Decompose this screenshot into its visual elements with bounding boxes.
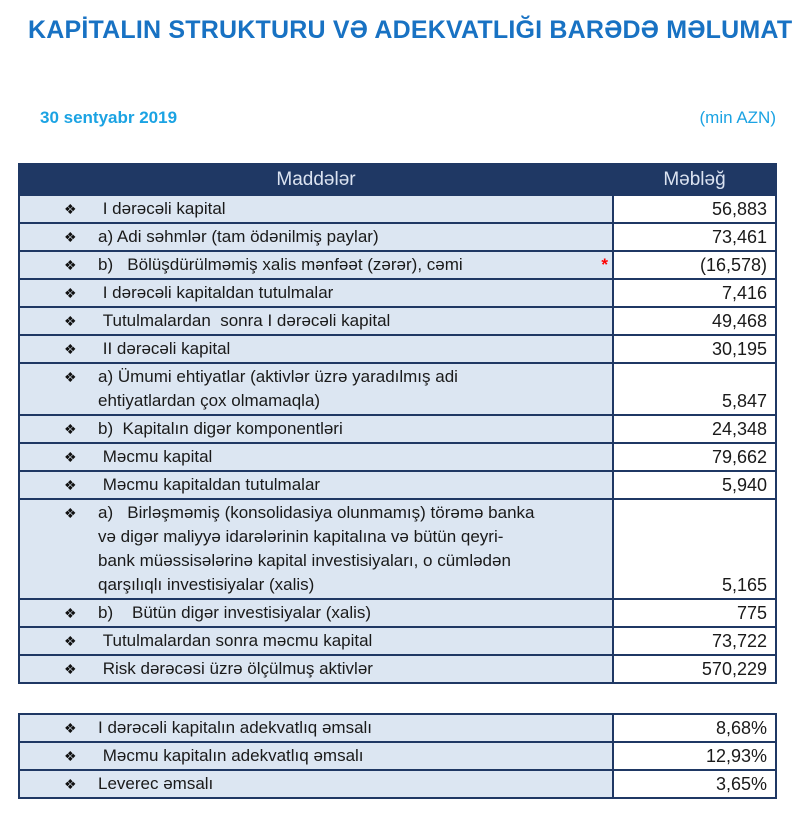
table-row: ❖ b) Kapitalın digər komponentləri 24,34… (18, 414, 777, 444)
column-header-items: Maddələr (18, 163, 614, 196)
row-label: Məcmu kapitaldan tutulmalar (98, 475, 321, 494)
diamond-bullet-icon: ❖ (64, 720, 77, 736)
diamond-bullet-icon: ❖ (64, 449, 77, 465)
diamond-bullet-icon: ❖ (64, 776, 77, 792)
table-row: ❖ Məcmu kapitaldan tutulmalar 5,940 (18, 470, 777, 500)
diamond-bullet-icon: ❖ (64, 421, 77, 437)
row-label: a) Adi səhmlər (tam ödənilmiş paylar) (98, 227, 379, 246)
row-amount: 79,662 (612, 442, 777, 472)
diamond-bullet-icon: ❖ (64, 257, 77, 273)
table-row: ❖ b) Bütün digər investisiyalar (xalis) … (18, 598, 777, 628)
row-amount: 24,348 (612, 414, 777, 444)
row-amount: 49,468 (612, 306, 777, 336)
meta-row: 30 sentyabr 2019 (min AZN) (40, 108, 776, 128)
table-row: ❖ I dərəcəli kapital 56,883 (18, 194, 777, 224)
row-label: I dərəcəli kapitalın adekvatlıq əmsalı (98, 718, 373, 737)
diamond-bullet-icon: ❖ (64, 633, 77, 649)
table-row: ❖ Tutulmalardan sonra məcmu kapital 73,7… (18, 626, 777, 656)
row-amount: 30,195 (612, 334, 777, 364)
table-row: ❖ Leverec əmsalı 3,65% (18, 769, 777, 799)
table-row: ❖ II dərəcəli kapital 30,195 (18, 334, 777, 364)
row-amount: 775 (612, 598, 777, 628)
row-amount: 73,722 (612, 626, 777, 656)
row-label: Risk dərəcəsi üzrə ölçülmuş aktivlər (98, 659, 373, 678)
table-row: ❖ Məcmu kapitalın adekvatlıq əmsalı 12,9… (18, 741, 777, 771)
row-label: b) Bütün digər investisiyalar (xalis) (98, 603, 372, 622)
row-label: Tutulmalardan sonra I dərəcəli kapital (98, 311, 391, 330)
page-title: KAPİTALIN STRUKTURU VƏ ADEKVATLIĞI BARƏD… (28, 16, 793, 44)
capital-ratios-table: ❖ I dərəcəli kapitalın adekvatlıq əmsalı… (18, 713, 777, 799)
row-label: Leverec əmsalı (98, 774, 214, 793)
column-header-amount: Məbləğ (612, 163, 777, 196)
diamond-bullet-icon: ❖ (64, 505, 77, 521)
row-label: b) Kapitalın digər komponentləri (98, 419, 343, 438)
row-label: a) Ümumi ehtiyatlar (aktivlər üzrə yarad… (98, 367, 458, 410)
row-amount: 12,93% (612, 741, 777, 771)
table-row: ❖ I dərəcəli kapitaldan tutulmalar 7,416 (18, 278, 777, 308)
table-row: ❖ Tutulmalardan sonra I dərəcəli kapital… (18, 306, 777, 336)
diamond-bullet-icon: ❖ (64, 229, 77, 245)
currency-unit: (min AZN) (699, 108, 777, 127)
row-amount: 3,65% (612, 769, 777, 799)
table-row: ❖ Risk dərəcəsi üzrə ölçülmuş aktivlər 5… (18, 654, 777, 684)
row-amount: 7,416 (612, 278, 777, 308)
diamond-bullet-icon: ❖ (64, 477, 77, 493)
capital-structure-table: Maddələr Məbləğ ❖ I dərəcəli kapital 56,… (18, 163, 777, 684)
diamond-bullet-icon: ❖ (64, 201, 77, 217)
row-amount: 5,165 (612, 498, 777, 600)
row-label: I dərəcəli kapital (98, 199, 226, 218)
diamond-bullet-icon: ❖ (64, 661, 77, 677)
row-label: Məcmu kapitalın adekvatlıq əmsalı (98, 746, 364, 765)
diamond-bullet-icon: ❖ (64, 748, 77, 764)
row-amount: (16,578) (612, 250, 777, 280)
table-row: ❖ a) Ümumi ehtiyatlar (aktivlər üzrə yar… (18, 362, 777, 416)
row-amount: 5,940 (612, 470, 777, 500)
row-label: Məcmu kapital (98, 447, 213, 466)
row-amount: 56,883 (612, 194, 777, 224)
diamond-bullet-icon: ❖ (64, 369, 77, 385)
row-label: b) Bölüşdürülməmiş xalis mənfəət (zərər)… (98, 255, 463, 274)
row-label: a) Birləşməmiş (konsolidasiya olunmamış)… (98, 503, 535, 594)
table-header-row: Maddələr Məbləğ (18, 163, 777, 196)
row-label: II dərəcəli kapital (98, 339, 231, 358)
row-amount: 73,461 (612, 222, 777, 252)
report-date: 30 sentyabr 2019 (40, 108, 178, 127)
table-row: ❖ b) Bölüşdürülməmiş xalis mənfəət (zərə… (18, 250, 777, 280)
table-row: ❖ I dərəcəli kapitalın adekvatlıq əmsalı… (18, 713, 777, 743)
table-row: ❖ a) Birləşməmiş (konsolidasiya olunmamı… (18, 498, 777, 600)
table-row: ❖ Məcmu kapital 79,662 (18, 442, 777, 472)
footnote-asterisk: * (601, 255, 608, 274)
table-row: ❖ a) Adi səhmlər (tam ödənilmiş paylar) … (18, 222, 777, 252)
diamond-bullet-icon: ❖ (64, 313, 77, 329)
row-amount: 8,68% (612, 713, 777, 743)
diamond-bullet-icon: ❖ (64, 285, 77, 301)
diamond-bullet-icon: ❖ (64, 341, 77, 357)
row-label: Tutulmalardan sonra məcmu kapital (98, 631, 373, 650)
row-label: I dərəcəli kapitaldan tutulmalar (98, 283, 334, 302)
diamond-bullet-icon: ❖ (64, 605, 77, 621)
row-amount: 5,847 (612, 362, 777, 416)
row-amount: 570,229 (612, 654, 777, 684)
